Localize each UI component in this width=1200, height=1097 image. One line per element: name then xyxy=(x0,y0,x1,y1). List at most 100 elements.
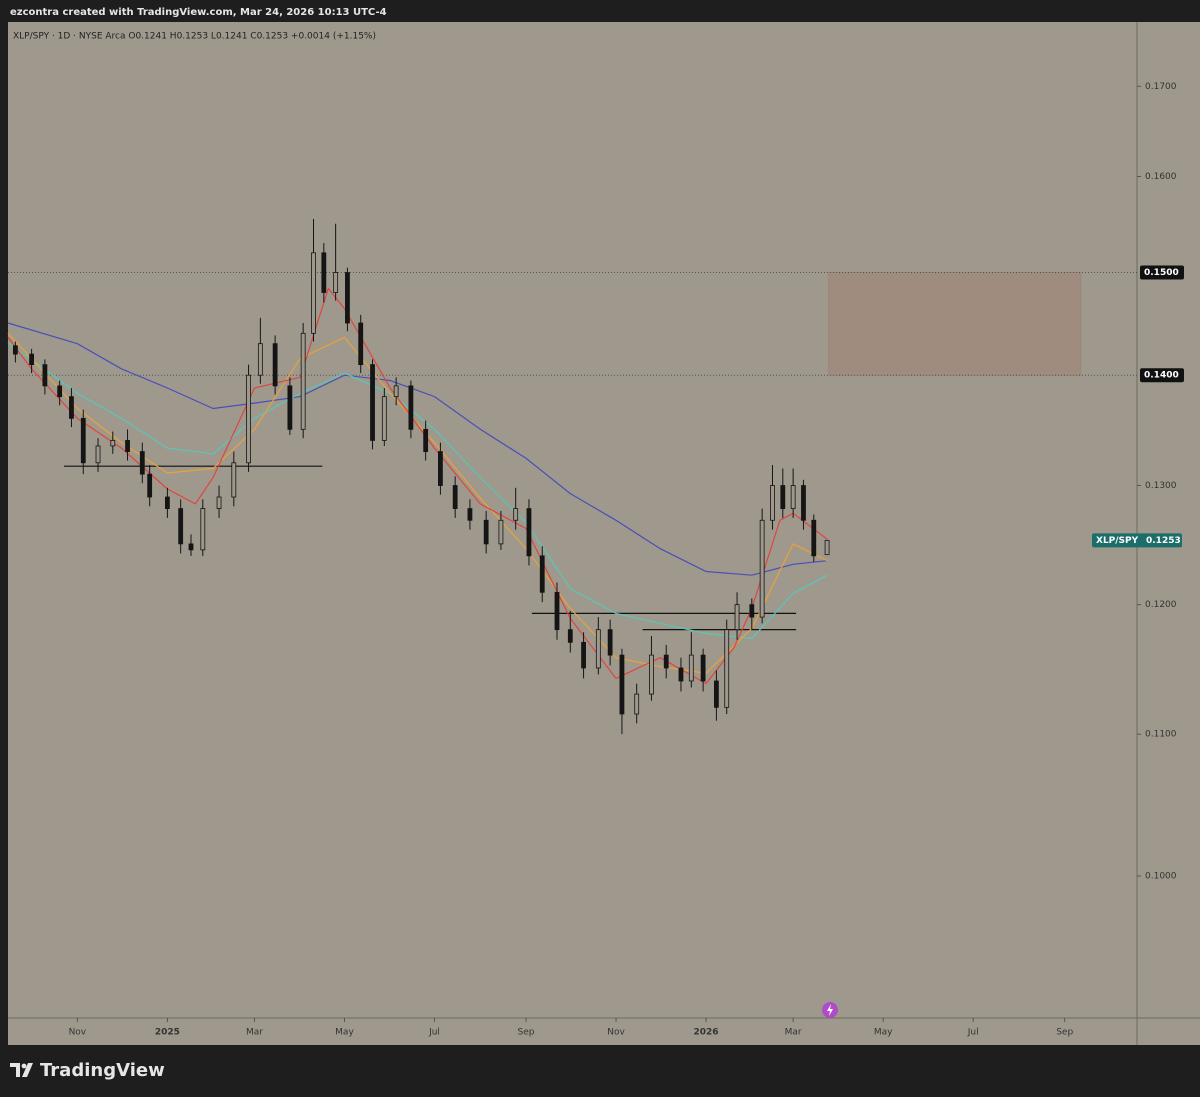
candle-body xyxy=(216,496,222,509)
candle-body xyxy=(483,519,489,545)
candle-body xyxy=(125,440,130,452)
candle-body xyxy=(438,451,443,486)
candle-body xyxy=(164,496,170,509)
target-zone xyxy=(828,272,1082,376)
logo: TradingView xyxy=(10,1060,165,1081)
moving-average xyxy=(7,332,828,674)
candle-body xyxy=(333,272,339,293)
x-tick-label: May xyxy=(335,1028,354,1038)
candle-body xyxy=(321,252,327,293)
chart-background xyxy=(8,22,1200,1045)
candle-body xyxy=(554,591,560,631)
candle-body xyxy=(110,440,116,447)
x-tick-label: Jul xyxy=(967,1028,979,1038)
candle-body xyxy=(188,543,194,551)
x-tick-label: Sep xyxy=(518,1028,535,1038)
candle-body xyxy=(69,396,74,419)
candle-body xyxy=(749,604,755,618)
x-tick-label: Nov xyxy=(69,1028,87,1038)
candle-body xyxy=(12,345,18,355)
header-text: ezcontra created with TradingView.com, M… xyxy=(10,7,387,18)
y-tick-label: 0.1200 xyxy=(1145,600,1177,610)
flash-glyph xyxy=(827,1004,833,1016)
y-tick-label: 0.1100 xyxy=(1145,730,1177,740)
candle-body xyxy=(678,667,684,682)
symbol-legend: XLP/SPY · 1D · NYSE Arca O0.1241 H0.1253… xyxy=(13,32,376,42)
candle-body xyxy=(370,364,375,441)
x-tick-label: Mar xyxy=(785,1028,802,1038)
level-label-box xyxy=(1140,265,1184,280)
last-price-box xyxy=(1092,533,1182,548)
candle-body xyxy=(311,252,316,334)
candle-body xyxy=(139,451,145,475)
candle-body xyxy=(567,629,573,643)
candle-body xyxy=(80,417,86,464)
candle-body xyxy=(634,693,640,715)
candle-body xyxy=(759,519,765,618)
candle-body xyxy=(824,539,830,556)
candle-body xyxy=(688,654,694,682)
candle-body xyxy=(663,654,669,669)
y-tick-label: 0.1700 xyxy=(1145,82,1177,92)
candle-body xyxy=(29,353,35,366)
candle-body xyxy=(200,508,206,551)
candle-body xyxy=(393,385,399,398)
x-tick-label: May xyxy=(874,1028,893,1038)
candle-body xyxy=(801,485,806,521)
y-tick-label: 0.1300 xyxy=(1145,481,1177,491)
candle-body xyxy=(619,654,625,715)
candle-body xyxy=(358,322,364,366)
x-tick-label: Nov xyxy=(607,1028,625,1038)
logo-text: TradingView xyxy=(40,1060,165,1081)
x-tick-label: Mar xyxy=(246,1028,263,1038)
candle-body xyxy=(513,508,519,521)
candle-body xyxy=(700,654,706,682)
candle-body xyxy=(408,385,414,430)
candle-body xyxy=(467,508,473,521)
candle-body xyxy=(345,272,350,324)
candle-body xyxy=(178,508,184,545)
x-tick-label: Sep xyxy=(1056,1028,1073,1038)
candle-body xyxy=(231,462,237,498)
candle-body xyxy=(713,680,719,708)
candle-body xyxy=(42,364,48,387)
candle-body xyxy=(423,428,429,452)
moving-average xyxy=(7,342,828,640)
x-tick-label: Jul xyxy=(428,1028,440,1038)
level-label: 0.1400 xyxy=(1144,371,1179,381)
candle-body xyxy=(526,508,532,557)
candle-body xyxy=(649,654,654,695)
x-tick-label: 2026 xyxy=(694,1028,719,1038)
last-price-name: XLP/SPY xyxy=(1096,536,1139,546)
candle-body xyxy=(257,343,263,376)
candle-body xyxy=(381,396,387,441)
candle-body xyxy=(57,385,63,398)
candle-body xyxy=(790,485,796,509)
x-tick-label: 2025 xyxy=(155,1028,180,1038)
candle-body xyxy=(607,629,613,656)
candle-body xyxy=(539,555,545,593)
y-tick-label: 0.1600 xyxy=(1145,172,1177,182)
candle-body xyxy=(770,485,775,521)
candle-body xyxy=(95,445,101,464)
candle-body xyxy=(811,519,817,557)
candle-body xyxy=(780,485,786,509)
candle-body xyxy=(246,374,251,464)
level-label-box xyxy=(1140,368,1184,383)
logo-dot xyxy=(21,1063,27,1069)
candle-body xyxy=(595,629,601,669)
logo-mark xyxy=(10,1063,33,1077)
y-tick-label: 0.1000 xyxy=(1145,871,1177,881)
candle-body xyxy=(300,332,306,430)
last-price-label: 0.1253 xyxy=(1146,536,1181,546)
candle-body xyxy=(724,629,730,708)
level-label: 0.1500 xyxy=(1144,268,1179,278)
candle-body xyxy=(272,343,278,387)
candle-body xyxy=(734,604,740,631)
candle-body xyxy=(452,485,458,509)
moving-average xyxy=(7,322,828,576)
candle-body xyxy=(287,385,293,430)
candle-body xyxy=(581,641,586,669)
